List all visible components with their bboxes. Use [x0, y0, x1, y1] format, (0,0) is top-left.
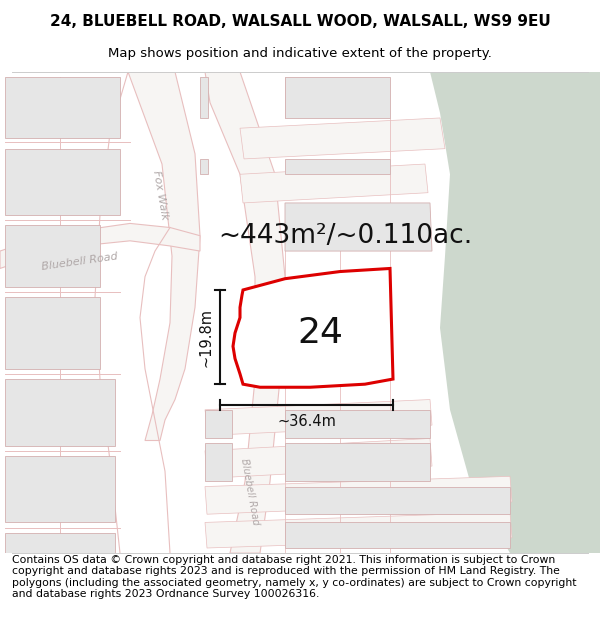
Polygon shape [5, 297, 100, 369]
Polygon shape [285, 203, 432, 251]
Text: 24: 24 [297, 316, 343, 350]
Polygon shape [5, 77, 120, 138]
Polygon shape [285, 522, 510, 548]
Polygon shape [205, 410, 232, 439]
Polygon shape [5, 532, 115, 553]
Polygon shape [233, 269, 393, 388]
Polygon shape [205, 442, 232, 481]
Polygon shape [240, 164, 428, 203]
Polygon shape [285, 442, 430, 481]
Polygon shape [285, 77, 390, 118]
Polygon shape [5, 456, 115, 522]
Polygon shape [5, 149, 120, 215]
Polygon shape [128, 72, 200, 441]
Polygon shape [5, 226, 100, 287]
Polygon shape [285, 159, 390, 174]
Text: Fox Walk: Fox Walk [151, 169, 169, 220]
Polygon shape [285, 410, 430, 439]
Text: ~19.8m: ~19.8m [199, 308, 214, 367]
Polygon shape [205, 399, 432, 436]
Text: Map shows position and indicative extent of the property.: Map shows position and indicative extent… [108, 48, 492, 61]
Polygon shape [205, 476, 512, 514]
Polygon shape [430, 72, 600, 553]
Polygon shape [200, 159, 208, 174]
Text: Bluebell Road: Bluebell Road [239, 458, 261, 526]
Polygon shape [205, 439, 432, 478]
Polygon shape [205, 72, 285, 553]
Text: Bluebell Road: Bluebell Road [41, 251, 119, 272]
Text: 24, BLUEBELL ROAD, WALSALL WOOD, WALSALL, WS9 9EU: 24, BLUEBELL ROAD, WALSALL WOOD, WALSALL… [50, 14, 550, 29]
Text: ~443m²/~0.110ac.: ~443m²/~0.110ac. [218, 222, 472, 249]
Text: Contains OS data © Crown copyright and database right 2021. This information is : Contains OS data © Crown copyright and d… [12, 554, 577, 599]
Polygon shape [205, 512, 512, 548]
Polygon shape [0, 223, 200, 269]
Polygon shape [285, 487, 510, 514]
Polygon shape [240, 118, 445, 159]
Text: ~36.4m: ~36.4m [277, 414, 336, 429]
Polygon shape [200, 77, 208, 118]
Polygon shape [5, 379, 115, 446]
